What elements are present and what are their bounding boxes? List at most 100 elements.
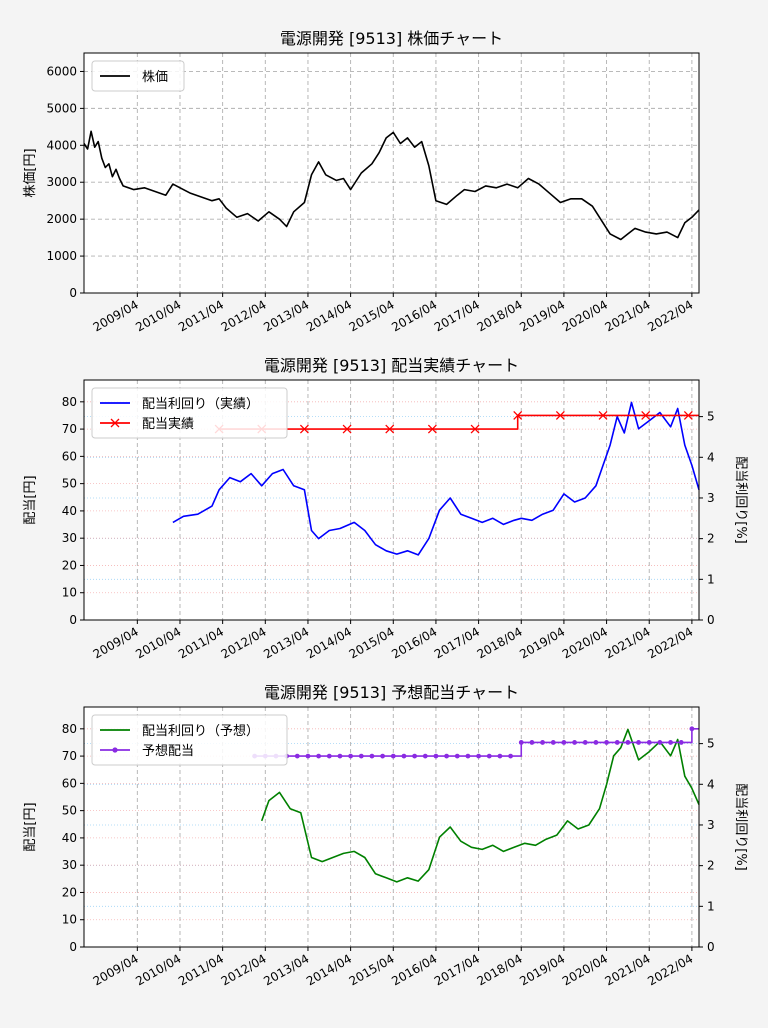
y-tick-label: 0 — [69, 613, 77, 627]
x-tick-label: 2017/04 — [432, 951, 482, 988]
chart-3: 01020304050607080012345配当利回り[%]2009/0420… — [23, 683, 748, 989]
data-point — [561, 740, 567, 745]
x-tick-label: 2013/04 — [261, 624, 311, 661]
series-line-1 — [83, 130, 700, 241]
y-tick-label: 5000 — [46, 101, 77, 115]
x-tick-label: 2014/04 — [304, 297, 354, 334]
x-tick-label: 2018/04 — [475, 951, 525, 988]
y-tick-label: 2000 — [46, 212, 77, 226]
y2-tick-label: 1 — [707, 572, 715, 586]
x-tick-label: 2019/04 — [517, 297, 567, 334]
gridlines — [136, 380, 693, 620]
gridlines — [136, 707, 693, 947]
data-point — [646, 740, 652, 745]
plot-background — [84, 53, 699, 293]
y-tick-label: 10 — [62, 913, 77, 927]
data-point — [593, 740, 599, 745]
data-point — [641, 410, 651, 420]
y-tick-label: 60 — [62, 449, 77, 463]
legend: 配当利回り（実績） 配当実績 — [91, 387, 288, 439]
x-tick-label: 2017/04 — [432, 624, 482, 661]
data-point — [486, 753, 492, 759]
x-tick-label: 2020/04 — [560, 297, 610, 334]
legend-label: 株価 — [142, 70, 168, 85]
data-point — [683, 410, 693, 420]
data-point — [550, 740, 556, 745]
legend-label: 予想配当 — [142, 743, 194, 759]
x-tick-label: 2012/04 — [219, 951, 269, 988]
data-point — [513, 410, 523, 420]
data-point — [614, 740, 620, 745]
y2-tick-label: 1 — [707, 899, 715, 913]
data-point — [497, 753, 503, 759]
legend-box — [91, 387, 288, 439]
x-tick-label: 2009/04 — [91, 624, 141, 661]
x-tick-label: 2021/04 — [603, 951, 653, 988]
x-tick-label: 2012/04 — [219, 624, 269, 661]
y2-tick-label: 2 — [707, 859, 715, 873]
legend: 株価 — [91, 60, 185, 92]
y2-ticks: 0 1 2 3 4 5 — [699, 737, 715, 954]
y2-tick-label: 3 — [707, 491, 715, 505]
chart-title: 電源開発 [9513] 予想配当チャート — [264, 683, 519, 702]
y-tick-label: 4000 — [46, 138, 77, 152]
x-tick-label: 2022/04 — [645, 951, 695, 988]
y-tick-label: 80 — [62, 395, 77, 409]
data-point — [604, 740, 609, 745]
x-tick-label: 2018/04 — [475, 297, 525, 334]
series-line-1 — [172, 401, 700, 556]
data-point — [465, 753, 471, 759]
chart-title: 電源開発 [9513] 株価チャート — [280, 29, 503, 48]
x-tick-label: 2015/04 — [347, 951, 397, 988]
legend-marker — [112, 747, 118, 753]
legend-label: 配当利回り（予想） — [142, 723, 259, 739]
plot-frame — [83, 379, 700, 621]
x-tick-label: 2022/04 — [645, 297, 695, 334]
data-point — [540, 740, 545, 745]
data-point — [555, 410, 565, 420]
y-tick-label: 30 — [62, 858, 77, 872]
legend-box — [91, 60, 185, 92]
y-tick-label: 40 — [62, 504, 77, 518]
x-tick-label: 2009/04 — [91, 297, 141, 334]
x-tick-label: 2009/04 — [91, 951, 141, 988]
x-tick-label: 2019/04 — [517, 951, 567, 988]
y2-tick-label: 5 — [707, 410, 715, 424]
data-point — [433, 753, 439, 759]
data-point — [326, 753, 332, 759]
data-point — [316, 753, 322, 759]
data-point — [529, 740, 535, 745]
y2-tick-label: 2 — [707, 532, 715, 546]
data-point — [385, 424, 395, 434]
data-point — [348, 753, 354, 759]
data-point — [470, 424, 480, 434]
series-line-1 — [260, 728, 700, 883]
data-point — [518, 740, 524, 745]
data-point — [572, 740, 577, 745]
x-tick-label: 2017/04 — [432, 297, 482, 334]
y-tick-label: 1000 — [46, 249, 77, 263]
y2-tick-label: 0 — [707, 940, 715, 954]
x-tick-label: 2018/04 — [475, 624, 525, 661]
data-point — [689, 726, 695, 732]
y-ticks: 0 10 20 30 40 50 60 70 80 — [62, 722, 84, 954]
data-point — [427, 424, 437, 434]
y-axis-label: 株価[円] — [23, 148, 38, 197]
y-tick-label: 30 — [62, 531, 77, 545]
y-tick-label: 6000 — [46, 64, 77, 78]
y2-tick-label: 4 — [707, 777, 715, 791]
x-tick-label: 2014/04 — [304, 951, 354, 988]
x-tick-label: 2021/04 — [603, 297, 653, 334]
y-tick-label: 60 — [62, 776, 77, 790]
legend-marker — [110, 418, 120, 428]
y-tick-label: 3000 — [46, 175, 77, 189]
legend-box — [91, 714, 288, 766]
legend-label: 配当実績 — [142, 416, 194, 432]
x-tick-label: 2020/04 — [560, 951, 610, 988]
x-tick-label: 2016/04 — [389, 951, 439, 988]
y-tick-label: 10 — [62, 586, 77, 600]
y-axis-label: 配当[円] — [23, 475, 38, 524]
x-tick-label: 2015/04 — [347, 624, 397, 661]
x-tick-label: 2013/04 — [261, 297, 311, 334]
